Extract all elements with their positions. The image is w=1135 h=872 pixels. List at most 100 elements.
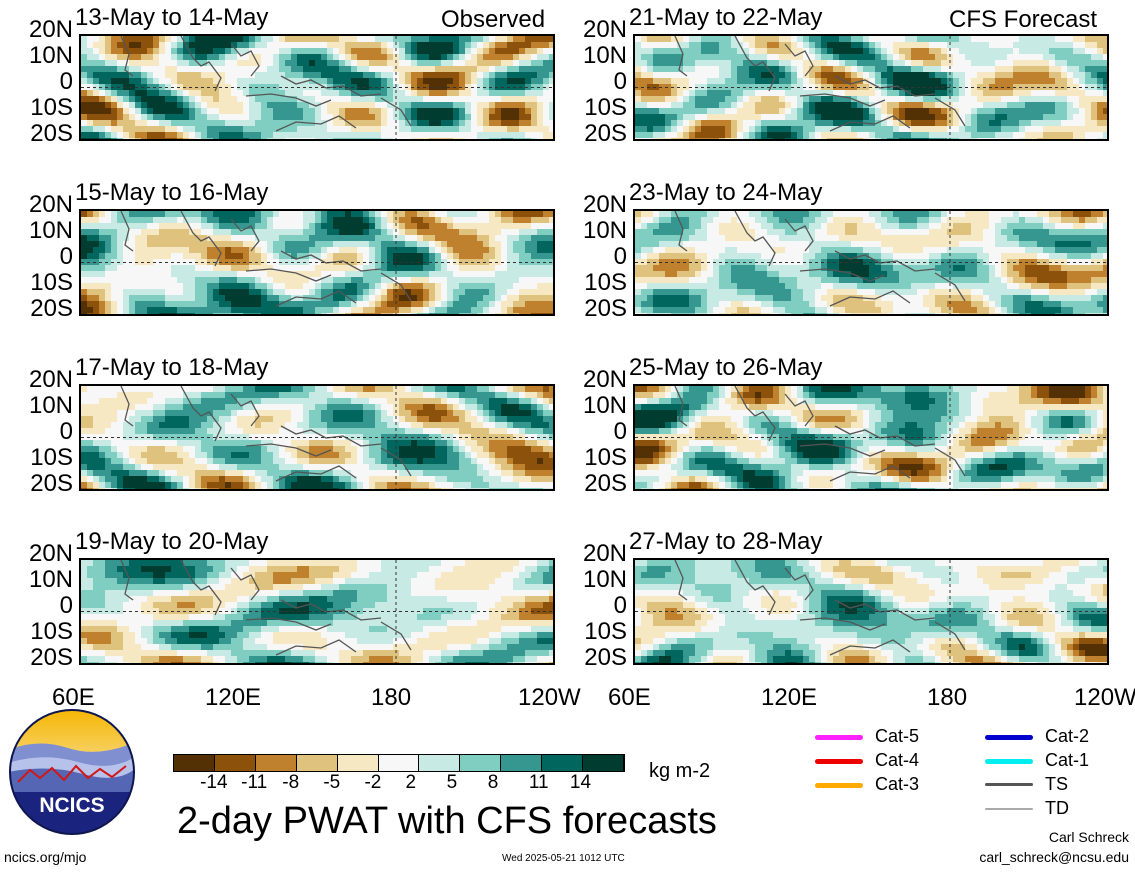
storm-legend-line [815,735,863,740]
colorbar-tick-label: -5 [323,772,341,793]
lat-label: 20N [28,366,73,393]
lat-label: 20N [28,191,73,218]
colorbar-swatch [501,755,543,771]
panel-title-right-3: 25-May to 26-May [629,354,823,381]
lat-label: 10S [30,94,73,121]
lat-label: 20N [582,540,627,567]
storm-legend-line [985,808,1033,810]
storm-legend-line [985,735,1033,740]
storm-legend-label: TS [1045,774,1069,794]
lat-label: 0 [613,68,627,95]
storm-legend-label: Cat-2 [1045,726,1090,746]
lat-label: 20N [28,16,73,43]
colorbar-swatch [296,755,338,771]
lat-label: 20N [582,191,627,218]
cfs-forecast-label: CFS Forecast [949,6,1098,33]
lat-label: 10N [28,566,73,593]
panel-title-right-2: 23-May to 24-May [629,179,823,206]
lat-label: 20S [30,644,73,671]
lat-label: 20S [584,295,627,322]
storm-legend-label: Cat-3 [875,774,920,794]
lat-label: 10S [30,618,73,645]
lat-label: 10N [28,392,73,419]
colorbar-tick-label: 2 [405,772,417,793]
lat-label: 10N [582,42,627,69]
lon-label-120w-right: 120W [1074,684,1135,711]
storm-legend-label: Cat-1 [1045,750,1090,770]
footer-author: Carl Schreck [1048,829,1129,845]
lat-label: 0 [613,418,627,445]
panel-title-right-4: 27-May to 28-May [629,528,823,555]
footer-email[interactable]: carl_schreck@ncsu.edu [979,849,1129,865]
colorbar-tick-label: 14 [569,772,592,793]
lat-label: 0 [59,243,73,270]
lat-label: 20N [582,16,627,43]
colorbar [173,754,625,772]
lon-label-120e-left: 120E [205,684,262,711]
storm-legend-label: TD [1045,798,1069,818]
storm-legend-line [815,783,863,788]
colorbar-swatch [542,755,584,771]
lat-label: 0 [59,592,73,619]
lat-label: 20S [584,120,627,147]
colorbar-swatch [337,755,379,771]
colorbar-tick-label: -11 [241,772,268,793]
lat-label: 10N [582,566,627,593]
colorbar-swatch [378,755,420,771]
pwat-map-right-2 [633,209,1109,316]
lat-label: 0 [59,418,73,445]
lat-label: 10N [28,217,73,244]
colorbar-swatch [255,755,297,771]
colorbar-swatch [214,755,256,771]
observed-label: Observed [441,6,546,33]
storm-legend-line [985,759,1033,764]
lon-label-60e-right: 60E [608,684,651,711]
lat-label: 10S [584,269,627,296]
lat-label: 20S [30,120,73,147]
colorbar-tick-label: 5 [446,772,458,793]
pwat-map-right-4 [633,558,1109,665]
panel-title-left-2: 15-May to 16-May [75,179,269,206]
storm-legend-line [985,783,1033,786]
lat-label: 10S [584,444,627,471]
colorbar-units: kg m-2 [649,760,711,782]
pwat-map-left-1 [79,34,555,141]
colorbar-tick-label: 8 [487,772,499,793]
colorbar-swatch [419,755,461,771]
lon-label-120e-right: 120E [761,684,818,711]
panel-title-left-3: 17-May to 18-May [75,354,269,381]
colorbar-tick-label: -2 [364,772,382,793]
lon-label-180-left: 180 [371,684,412,711]
lat-label: 10S [584,618,627,645]
pwat-map-left-2 [79,209,555,316]
footer-timestamp: Wed 2025-05-21 1012 UTC [502,853,625,864]
ncics-logo: NCICS [9,709,135,835]
lat-label: 20S [30,470,73,497]
lon-label-120w-left: 120W [518,684,581,711]
lon-label-180-right: 180 [927,684,968,711]
lat-label: 10S [584,94,627,121]
colorbar-tick-label: -14 [200,772,228,793]
lat-label: 10S [30,444,73,471]
panel-title-right-1: 21-May to 22-May [629,4,823,31]
lon-label-60e-left: 60E [52,684,95,711]
panel-title-left-1: 13-May to 14-May [75,4,269,31]
figure-title: 2-day PWAT with CFS forecasts [177,800,717,842]
colorbar-swatch [174,755,215,771]
lat-label: 10N [28,42,73,69]
lat-label: 20S [30,295,73,322]
ncics-logo-text: NCICS [39,794,104,817]
pwat-map-right-1 [633,34,1109,141]
storm-legend-label: Cat-4 [875,750,920,770]
lat-label: 20N [582,366,627,393]
lat-label: 10N [582,217,627,244]
lat-label: 20N [28,540,73,567]
storm-legend-label: Cat-5 [875,726,920,746]
footer-url[interactable]: ncics.org/mjo [4,849,87,865]
lat-label: 10S [30,269,73,296]
storm-legend-line [815,759,863,764]
pwat-map-right-3 [633,384,1109,491]
lat-label: 10N [582,392,627,419]
pwat-map-left-4 [79,558,555,665]
lat-label: 0 [613,592,627,619]
